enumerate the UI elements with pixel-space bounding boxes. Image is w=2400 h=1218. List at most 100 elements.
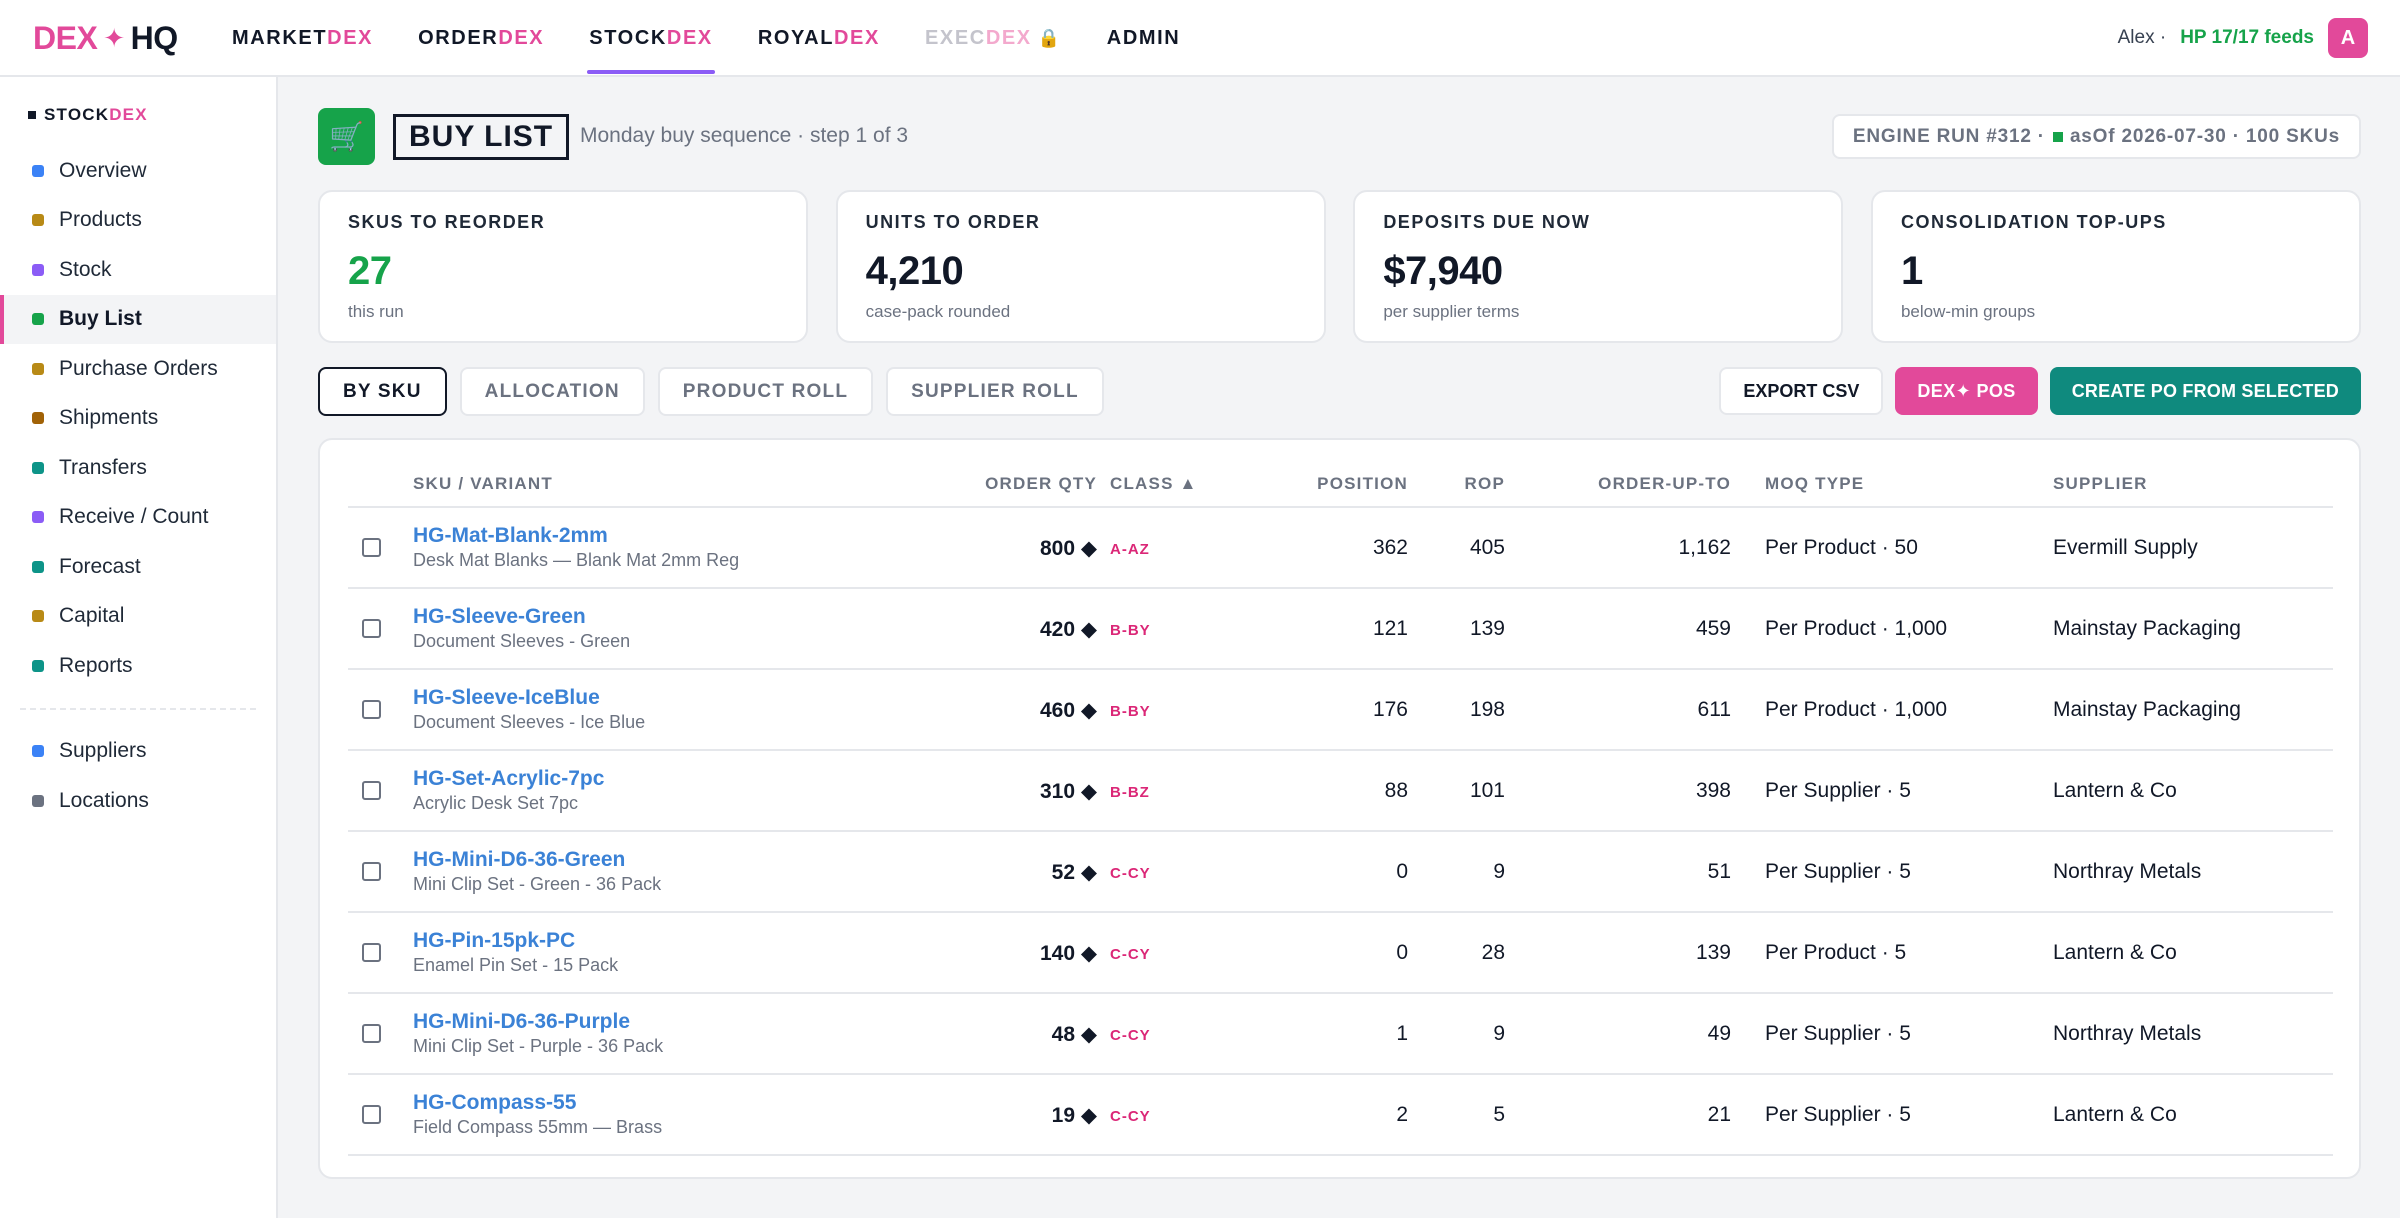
tab-supplier-roll[interactable]: SUPPLIER ROLL — [886, 367, 1104, 416]
nav-stockdex[interactable]: STOCK DEX — [572, 0, 730, 77]
page-title: BUY LIST — [393, 114, 570, 160]
sidebar-item-reports[interactable]: Reports — [0, 641, 276, 691]
sidebar-item-label: Products — [59, 208, 142, 232]
buy-list-table: SKU / VARIANT ORDER QTY CLASS ▲ POSITION… — [318, 438, 2361, 1179]
sku-link[interactable]: HG-Sleeve-IceBlue — [413, 686, 600, 709]
table-row[interactable]: HG-Sleeve-IceBlue Document Sleeves - Ice … — [348, 670, 2333, 751]
nav-label: MARKET — [232, 27, 328, 49]
kpi-card: DEPOSITS DUE NOW $7,940 per supplier terms — [1353, 190, 1844, 343]
rop-value: 405 — [1469, 536, 1505, 559]
sidebar-dot-icon — [32, 659, 44, 672]
sku-description: Mini Clip Set - Green - 36 Pack — [413, 874, 662, 894]
nav-marketdex[interactable]: MARKET DEX — [215, 0, 390, 77]
sidebar-item-purchase-orders[interactable]: Purchase Orders — [0, 344, 276, 394]
row-checkbox[interactable] — [362, 700, 381, 719]
nav-execdex[interactable]: EXEC DEX 🔒 — [908, 0, 1079, 77]
tab-by-sku[interactable]: BY SKU — [318, 367, 447, 416]
sidebar-item-buy-list[interactable]: Buy List — [0, 294, 276, 344]
row-checkbox[interactable] — [362, 1105, 381, 1124]
sku-link[interactable]: HG-Sleeve-Green — [413, 605, 586, 628]
order-qty: 310 ◆ — [1039, 780, 1097, 803]
order-up-to-value: 459 — [1695, 617, 1731, 640]
kpi-label: DEPOSITS DUE NOW — [1383, 212, 1591, 232]
sidebar-item-stock[interactable]: Stock — [0, 245, 276, 295]
sidebar-item-forecast[interactable]: Forecast — [0, 542, 276, 592]
tab-product-roll[interactable]: PRODUCT ROLL — [657, 367, 874, 416]
table-row[interactable]: HG-Mat-Blank-2mm Desk Mat Blanks — Blank … — [348, 508, 2333, 589]
sidebar-item-receive-count[interactable]: Receive / Count — [0, 493, 276, 543]
supplier-name: Northray Metals — [2053, 860, 2202, 883]
position-value: 2 — [1396, 1103, 1408, 1126]
nav-orderdex[interactable]: ORDER DEX — [401, 0, 561, 77]
export-csv-button[interactable]: EXPORT CSV — [1719, 367, 1884, 415]
row-checkbox[interactable] — [362, 619, 381, 638]
sidebar-item-label: Suppliers — [59, 739, 147, 763]
col-order-up-to[interactable]: ORDER-UP-TO — [1598, 474, 1731, 493]
supplier-name: Northray Metals — [2053, 1022, 2202, 1045]
row-checkbox[interactable] — [362, 538, 381, 557]
nav-admin[interactable]: ADMIN — [1090, 0, 1198, 77]
sku-link[interactable]: HG-Mini-D6-36-Purple — [413, 1010, 631, 1033]
col-rop[interactable]: ROP — [1464, 474, 1505, 493]
sidebar-dot-icon — [32, 461, 44, 474]
table-row[interactable]: HG-Mini-D6-36-Green Mini Clip Set - Green… — [348, 832, 2333, 913]
class-badge: C-CY — [1110, 865, 1151, 882]
col-supplier[interactable]: SUPPLIER — [2053, 474, 2148, 493]
sku-description: Document Sleeves - Green — [413, 631, 631, 651]
col-sku[interactable]: SKU / VARIANT — [413, 474, 553, 493]
col-class[interactable]: CLASS ▲ — [1110, 474, 1198, 493]
position-value: 362 — [1372, 536, 1408, 559]
sidebar-dot-icon — [32, 745, 44, 758]
kpi-value: 27 — [348, 249, 392, 293]
dex-pos-button[interactable]: DEX✦ POS — [1895, 367, 2038, 415]
table-row[interactable]: HG-Set-Acrylic-7pc Acrylic Desk Set 7pc 31… — [348, 751, 2333, 832]
nav-label-accent: DEX — [834, 27, 880, 49]
user-name: Alex · — [2117, 27, 2167, 48]
sku-link[interactable]: HG-Pin-15pk-PC — [413, 929, 576, 952]
table-row[interactable]: HG-Mini-D6-36-Purple Mini Clip Set - Purp… — [348, 994, 2333, 1075]
sidebar-title: STOCK DEX — [28, 105, 148, 125]
rop-value: 101 — [1469, 779, 1505, 802]
sku-link[interactable]: HG-Mat-Blank-2mm — [413, 524, 608, 547]
kpi-label: CONSOLIDATION TOP-UPS — [1900, 212, 2167, 232]
sidebar-nav: Overview Products Stock Buy List Purchase Or… — [0, 146, 276, 826]
rop-value: 28 — [1481, 941, 1505, 964]
status-square-icon — [2052, 131, 2063, 142]
row-checkbox[interactable] — [362, 781, 381, 800]
col-order-qty[interactable]: ORDER QTY — [985, 474, 1097, 493]
sidebar-item-transfers[interactable]: Transfers — [0, 443, 276, 493]
avatar[interactable]: A — [2328, 18, 2368, 58]
brand-logo[interactable]: DEX ✦ HQ — [33, 20, 178, 57]
sidebar-item-suppliers[interactable]: Suppliers — [0, 727, 276, 777]
supplier-name: Mainstay Packaging — [2053, 617, 2241, 640]
table-row[interactable]: HG-Compass-55 Field Compass 55mm — Brass 1… — [348, 1075, 2333, 1156]
top-nav: MARKET DEX ORDER DEX STOCK DEX ROYAL DEX EXEC DEX… — [215, 0, 1208, 77]
sidebar-title-base: STOCK — [44, 105, 110, 124]
col-position[interactable]: POSITION — [1317, 474, 1408, 493]
sidebar-item-shipments[interactable]: Shipments — [0, 394, 276, 444]
sidebar-item-locations[interactable]: Locations — [0, 776, 276, 826]
sidebar-dot-icon — [32, 362, 44, 375]
order-qty: 420 ◆ — [1039, 618, 1097, 641]
kpi-note: below-min groups — [1900, 302, 2036, 321]
kpi-card: CONSOLIDATION TOP-UPS 1 below-min groups — [1870, 190, 2361, 343]
moq-type: Per Product · 5 — [1765, 941, 1907, 964]
sidebar-item-products[interactable]: Products — [0, 196, 276, 246]
create-po-button[interactable]: CREATE PO FROM SELECTED — [2049, 367, 2361, 415]
feeds-status[interactable]: HP 17/17 feeds — [2180, 27, 2314, 48]
table-row[interactable]: HG-Pin-15pk-PC Enamel Pin Set - 15 Pack 14… — [348, 913, 2333, 994]
brand-star-icon: ✦ — [103, 23, 125, 53]
table-row[interactable]: HG-Sleeve-Green Document Sleeves - Green 4… — [348, 589, 2333, 670]
position-value: 0 — [1396, 941, 1408, 964]
tab-allocation[interactable]: ALLOCATION — [459, 367, 645, 416]
sku-link[interactable]: HG-Set-Acrylic-7pc — [413, 767, 605, 790]
sidebar-item-overview[interactable]: Overview — [0, 146, 276, 196]
col-moq-type[interactable]: MOQ TYPE — [1765, 474, 1865, 493]
row-checkbox[interactable] — [362, 1024, 381, 1043]
sidebar-item-capital[interactable]: Capital — [0, 592, 276, 642]
row-checkbox[interactable] — [362, 943, 381, 962]
nav-royaldex[interactable]: ROYAL DEX — [741, 0, 897, 77]
row-checkbox[interactable] — [362, 862, 381, 881]
sku-link[interactable]: HG-Compass-55 — [413, 1091, 577, 1114]
sku-link[interactable]: HG-Mini-D6-36-Green — [413, 848, 626, 871]
